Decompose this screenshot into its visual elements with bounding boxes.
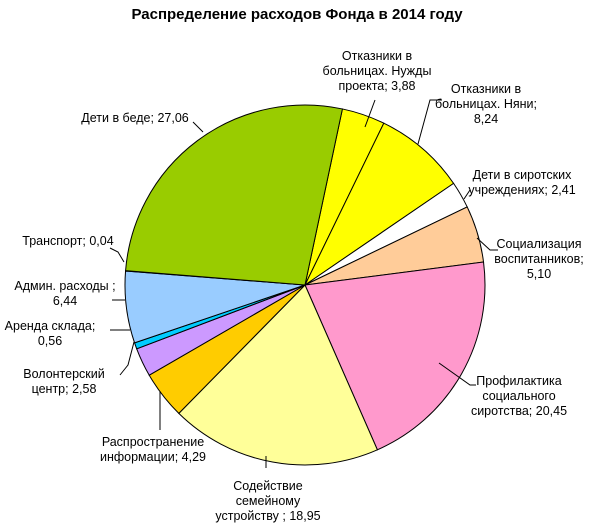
leader-line-2 bbox=[463, 189, 471, 200]
slice-label-6-line-1: информации; 4,29 bbox=[100, 450, 206, 464]
slice-label-8-line-0: Аренда склада; bbox=[5, 319, 96, 333]
slice-label-3-line-2: 5,10 bbox=[527, 267, 551, 281]
leader-line-0 bbox=[364, 99, 376, 128]
slice-label-7-line-0: Волонтерский bbox=[23, 367, 104, 381]
slice-label-3-line-1: воспитанников; bbox=[494, 252, 583, 266]
slice-label-8-line-1: 0,56 bbox=[38, 334, 62, 348]
slice-label-5-line-2: устройству ; 18,95 bbox=[215, 509, 320, 523]
slice-label-9-line-1: 6,44 bbox=[53, 294, 77, 308]
slice-label-2-line-0: Дети в сиротских bbox=[473, 168, 572, 182]
chart-title: Распределение расходов Фонда в 2014 году bbox=[131, 6, 463, 23]
leader-line-7 bbox=[119, 341, 135, 376]
slice-label-7-line-1: центр; 2,58 bbox=[32, 382, 97, 396]
slice-label-11-line-0: Дети в беде; 27,06 bbox=[81, 111, 189, 125]
pie-slice-4 bbox=[304, 261, 486, 451]
slice-label-2-line-1: учреждениях; 2,41 bbox=[468, 183, 575, 197]
leader-line-10 bbox=[109, 247, 125, 263]
pie-slice-1 bbox=[303, 122, 455, 287]
pie-slices bbox=[124, 104, 486, 466]
slice-label-4-line-0: Профилактика bbox=[476, 374, 561, 388]
slice-label-1-line-0: Отказники в bbox=[451, 82, 522, 96]
slice-label-3-line-0: Социализация bbox=[497, 237, 582, 251]
slice-label-5-line-1: семейному bbox=[236, 494, 301, 508]
slice-label-10-line-0: Транспорт; 0,04 bbox=[22, 234, 113, 248]
pie-slice-11 bbox=[125, 104, 344, 286]
slice-label-9-line-0: Админ. расходы ; bbox=[14, 279, 115, 293]
slice-label-0-line-2: проекта; 3,88 bbox=[338, 79, 415, 93]
leader-line-1 bbox=[417, 99, 442, 145]
slice-label-5-line-0: Содействие bbox=[233, 479, 303, 493]
slice-label-0-line-1: больницах. Нужды bbox=[323, 64, 432, 78]
pie-slice-5 bbox=[178, 284, 379, 466]
slice-label-4-line-1: социального bbox=[482, 389, 555, 403]
leader-line-11 bbox=[192, 121, 204, 133]
slice-label-1-line-1: больницах. Няни; bbox=[435, 97, 537, 111]
leader-line-3 bbox=[476, 237, 498, 251]
leader-line-4 bbox=[438, 362, 476, 386]
slice-label-6-line-0: Распространение bbox=[102, 435, 204, 449]
slice-label-4-line-2: сиротства; 20,45 bbox=[471, 404, 567, 418]
slice-label-0-line-0: Отказники в bbox=[342, 49, 413, 63]
slice-label-1-line-2: 8,24 bbox=[474, 112, 498, 126]
leader-lines bbox=[109, 99, 498, 468]
